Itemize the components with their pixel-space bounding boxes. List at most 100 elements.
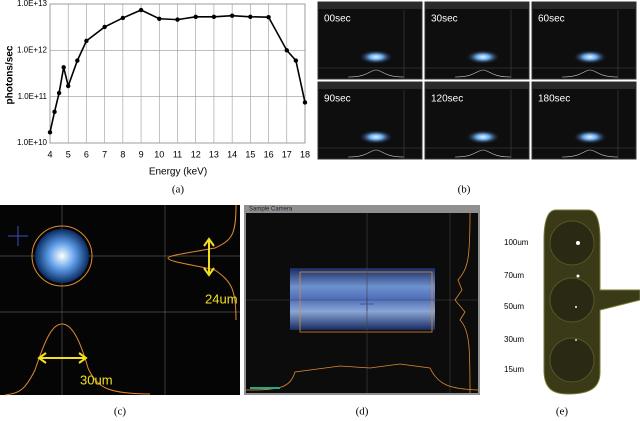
data-point bbox=[84, 38, 89, 44]
frame: 90sec bbox=[317, 81, 423, 160]
frame: 00sec bbox=[317, 1, 423, 80]
data-point bbox=[157, 16, 162, 21]
profile bbox=[532, 90, 636, 159]
frame: 120sec bbox=[424, 81, 530, 160]
annotation: 30um bbox=[80, 372, 113, 387]
data-point bbox=[248, 14, 253, 19]
y-tick-label: 1.0E+10 bbox=[17, 138, 48, 147]
y-tick-label: 1.0E+12 bbox=[17, 45, 48, 54]
x-tick-label: 14 bbox=[227, 149, 237, 159]
data-point bbox=[120, 15, 126, 21]
profile bbox=[347, 69, 405, 78]
size-label: 15um bbox=[504, 365, 524, 374]
beam-blob bbox=[573, 50, 607, 64]
frame-label: 120sec bbox=[431, 94, 463, 105]
x-tick-label: 15 bbox=[245, 149, 255, 159]
beam-image-c: 24um 30um bbox=[0, 204, 240, 396]
frame-label: 30sec bbox=[431, 14, 458, 25]
x-tick-label: 5 bbox=[66, 149, 71, 159]
data-point bbox=[56, 90, 62, 96]
profile bbox=[318, 90, 422, 159]
data-point bbox=[138, 7, 144, 13]
data-point bbox=[193, 14, 198, 19]
data-point bbox=[75, 58, 80, 63]
sample-holder bbox=[543, 209, 640, 395]
frame-bg bbox=[531, 1, 637, 80]
profile bbox=[454, 69, 512, 78]
window-title: Sample Camera bbox=[249, 207, 293, 213]
frame-bar bbox=[318, 82, 422, 89]
beam-blob bbox=[359, 50, 393, 64]
frame-bar bbox=[318, 2, 422, 9]
panel-label: (c) bbox=[114, 406, 127, 418]
profile bbox=[561, 69, 619, 78]
frame-bg bbox=[424, 81, 530, 160]
profile bbox=[454, 149, 512, 158]
frame-bg bbox=[317, 81, 423, 160]
frame-label: 60sec bbox=[538, 14, 565, 25]
data-line bbox=[49, 9, 306, 133]
frame-label: 00sec bbox=[324, 14, 351, 25]
frame: 60sec bbox=[531, 1, 637, 80]
frame-bar bbox=[532, 2, 636, 9]
size-label: 30um bbox=[504, 335, 524, 344]
data-point bbox=[302, 100, 308, 105]
size-label: 70um bbox=[504, 271, 524, 280]
y-axis-title: photons/sec bbox=[5, 45, 16, 104]
y-tick-label: 1.0E+11 bbox=[18, 92, 48, 101]
x-tick-label: 12 bbox=[191, 149, 201, 159]
frame-bg bbox=[424, 1, 530, 80]
data-point bbox=[61, 65, 66, 70]
frame-bar bbox=[532, 82, 636, 89]
x-tick-label: 11 bbox=[173, 149, 182, 159]
data-point bbox=[175, 17, 180, 22]
beam-blob bbox=[359, 130, 393, 144]
profile bbox=[347, 149, 405, 158]
profile bbox=[318, 10, 422, 79]
frame: 180sec bbox=[531, 81, 637, 160]
data-point bbox=[47, 130, 53, 135]
beam-blob bbox=[466, 130, 500, 144]
data-point bbox=[284, 48, 289, 53]
x-tick-label: 6 bbox=[84, 149, 89, 159]
frame-bar bbox=[425, 82, 529, 89]
x-tick-label: 18 bbox=[300, 149, 310, 159]
frame-bg bbox=[531, 81, 637, 160]
panel-label: (d) bbox=[356, 406, 369, 418]
x-axis-title: Energy (keV) bbox=[149, 167, 207, 178]
data-point bbox=[211, 14, 217, 19]
annotation: 24um bbox=[205, 291, 238, 306]
frame: 30sec bbox=[424, 1, 530, 80]
data-point bbox=[66, 83, 71, 89]
beam-blob bbox=[466, 50, 500, 64]
frame-label: 90sec bbox=[324, 94, 351, 105]
profile bbox=[425, 90, 529, 159]
profile bbox=[425, 10, 529, 79]
profile bbox=[561, 149, 619, 158]
profile bbox=[532, 10, 636, 79]
beam-image-d: Sample Camera bbox=[244, 205, 480, 395]
x-tick-label: 10 bbox=[154, 149, 164, 159]
data-point bbox=[266, 14, 271, 20]
frame-bar bbox=[425, 2, 529, 9]
panel-label: (e) bbox=[556, 406, 569, 418]
size-label: 50um bbox=[504, 302, 524, 311]
x-tick-label: 17 bbox=[282, 149, 292, 159]
frame-bg bbox=[317, 1, 423, 80]
x-tick-label: 9 bbox=[139, 149, 144, 159]
x-tick-label: 7 bbox=[102, 149, 107, 159]
beam-blob bbox=[573, 130, 607, 144]
x-tick-label: 4 bbox=[47, 149, 52, 159]
frame-label: 180sec bbox=[538, 94, 570, 105]
x-tick-label: 13 bbox=[209, 149, 219, 159]
data-point bbox=[102, 24, 107, 30]
y-tick-label: 1.0E+13 bbox=[17, 0, 48, 8]
data-point bbox=[293, 58, 299, 63]
x-tick-label: 8 bbox=[120, 149, 125, 159]
panel-label: (a) bbox=[172, 184, 185, 196]
x-tick-label: 16 bbox=[264, 149, 274, 159]
size-label: 100um bbox=[504, 238, 529, 247]
data-point bbox=[229, 13, 235, 18]
